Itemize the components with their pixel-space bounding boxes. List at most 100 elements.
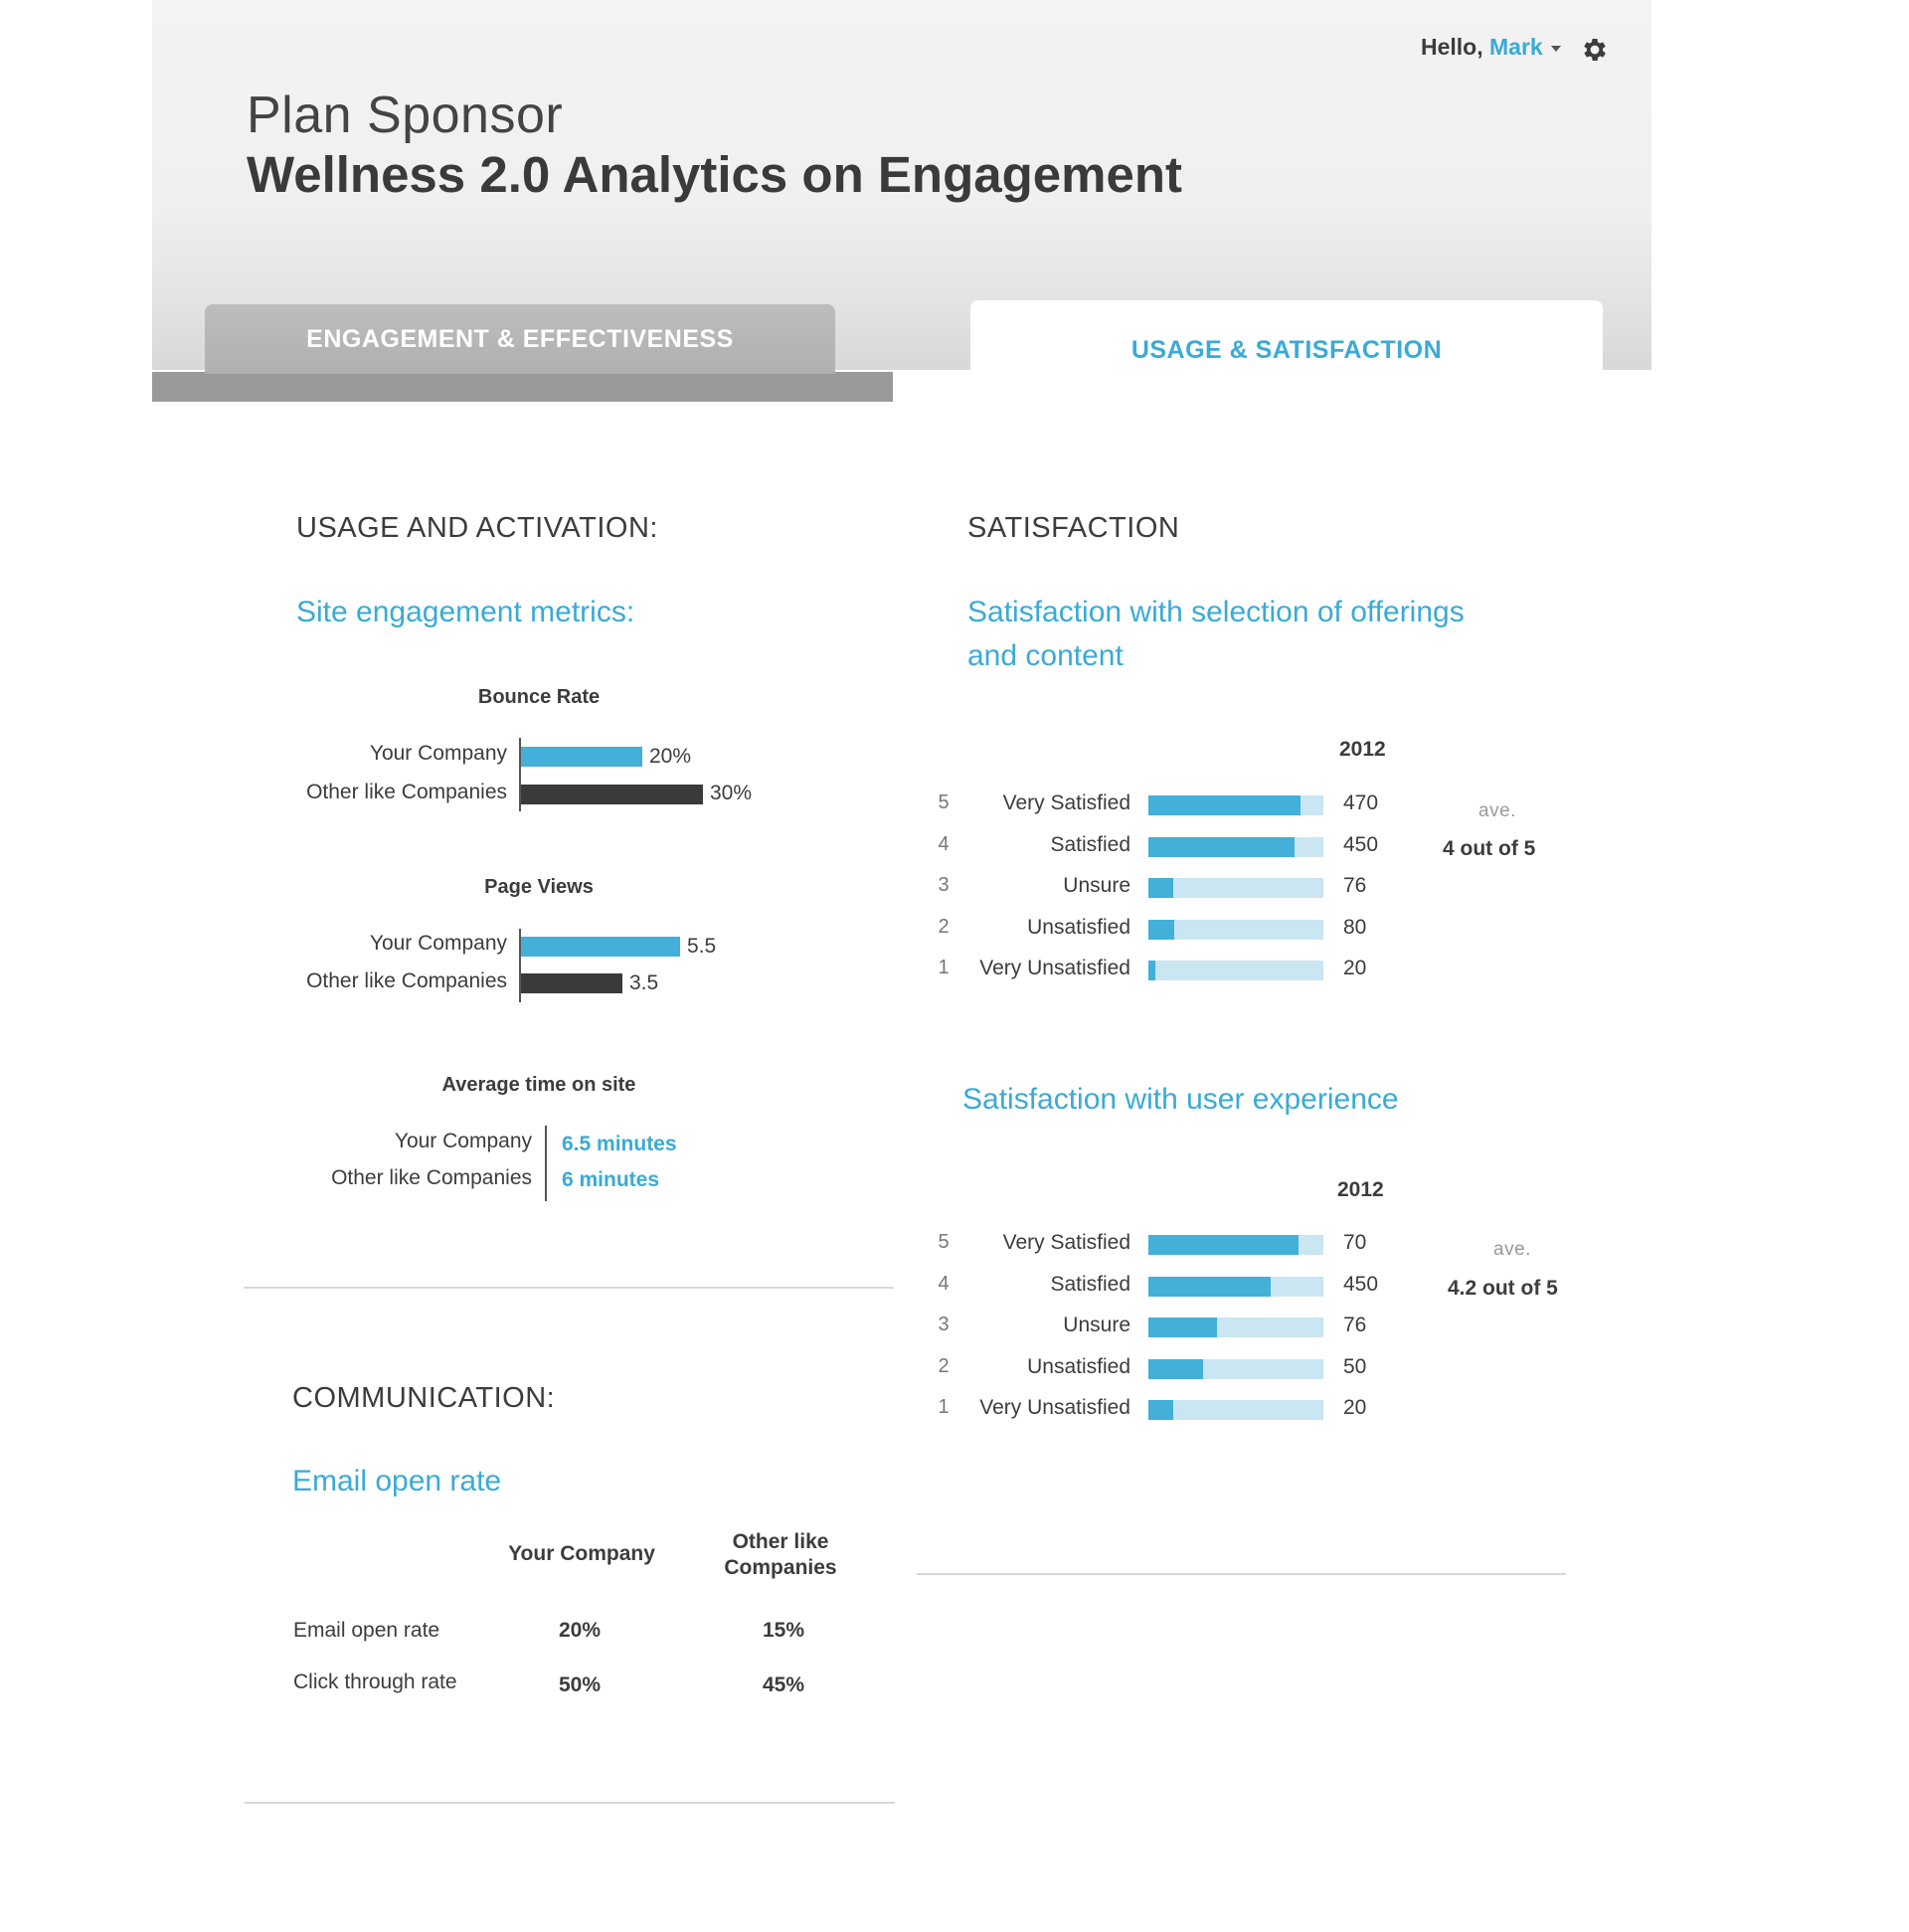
score-number: 4 [938, 832, 950, 855]
tab-label: ENGAGEMENT & EFFECTIVENESS [306, 324, 734, 353]
table-cell-your: 20% [558, 1619, 602, 1642]
page-views-value: 5.5 [687, 935, 717, 958]
tab-bar-shadow [152, 372, 893, 402]
rating-bar [1148, 836, 1295, 857]
rating-bar-track [1148, 961, 1323, 980]
avg-time-other-companies: 6 minutes [562, 1168, 660, 1191]
section-divider [244, 1287, 894, 1289]
rating-label: Very Satisfied [1002, 1231, 1130, 1254]
rating-count: 470 [1343, 791, 1379, 814]
rating-label: Unsatisfied [1027, 915, 1130, 939]
offerings-title-line: Satisfaction with selection of offerings [967, 596, 1465, 628]
rating-count: 20 [1343, 1396, 1367, 1419]
column-header-other-companies: Other like Companies [706, 1529, 855, 1581]
rating-bar [1148, 1235, 1299, 1255]
rating-count: 70 [1343, 1231, 1367, 1254]
rating-label: Unsure [1063, 1314, 1130, 1336]
rating-count: 80 [1343, 915, 1367, 939]
rating-count: 76 [1343, 874, 1367, 897]
offerings-ave-value: 4 out of 5 [1443, 837, 1536, 860]
page-views-value: 3.5 [629, 971, 659, 994]
bounce-rate-value: 20% [649, 745, 692, 768]
greeting-prefix: Hello, [1421, 34, 1490, 60]
avg-time-row-label: Your Company [394, 1130, 532, 1152]
axis-line [519, 738, 521, 811]
page-views-row-label: Other like Companies [306, 969, 507, 992]
offerings-title: Satisfaction with selection of offerings… [967, 591, 1465, 678]
offerings-year: 2012 [1339, 738, 1386, 761]
axis-line [519, 929, 521, 1002]
page-title: Wellness 2.0 Analytics on Engagement [247, 146, 1182, 203]
page-subtitle: Plan Sponsor [247, 87, 564, 144]
rating-bar [1148, 961, 1155, 980]
rating-label: Very Unsatisfied [979, 1396, 1130, 1419]
score-number: 1 [938, 1396, 950, 1418]
score-number: 1 [938, 957, 950, 978]
user-name[interactable]: Mark [1489, 34, 1543, 60]
table-row-label: Click through rate [293, 1670, 457, 1693]
score-number: 3 [938, 1314, 950, 1335]
section-divider [917, 1573, 1566, 1575]
rating-label: Unsatisfied [1027, 1354, 1130, 1378]
bounce-rate-bar-other-companies [521, 785, 703, 804]
rating-bar [1148, 1358, 1203, 1379]
rating-bar-track [1148, 1400, 1323, 1420]
bounce-rate-title: Bounce Rate [477, 686, 601, 708]
section-divider [245, 1802, 895, 1804]
user-experience-ave-value: 4.2 out of 5 [1448, 1277, 1558, 1300]
user-experience-ave-label: ave. [1493, 1239, 1531, 1260]
table-cell-other: 45% [762, 1673, 805, 1696]
table-cell-your: 50% [558, 1673, 602, 1696]
rating-label: Satisfied [1050, 832, 1130, 856]
page-views-row-label: Your Company [369, 932, 507, 955]
score-number: 2 [938, 1354, 950, 1377]
table-row-label: Email open rate [293, 1619, 440, 1642]
rating-bar [1148, 1276, 1271, 1297]
avg-time-title: Average time on site [441, 1074, 636, 1096]
column-header-line: Other like [732, 1530, 829, 1553]
score-number: 3 [938, 874, 950, 896]
rating-count: 450 [1343, 832, 1379, 856]
bounce-rate-value: 30% [710, 782, 753, 804]
user-menu[interactable]: Hello, Mark [1421, 34, 1561, 61]
bounce-rate-row-label: Your Company [369, 742, 507, 765]
offerings-title-line: and content [967, 639, 1124, 672]
rating-count: 76 [1343, 1314, 1367, 1336]
axis-line [545, 1126, 547, 1201]
chevron-down-icon[interactable] [1550, 45, 1561, 52]
satisfaction-heading: SATISFACTION [967, 512, 1180, 544]
tab-engagement-effectiveness[interactable]: ENGAGEMENT & EFFECTIVENESS [205, 304, 835, 374]
rating-count: 20 [1343, 957, 1367, 979]
avg-time-row-label: Other like Companies [331, 1166, 532, 1189]
offerings-ave-label: ave. [1478, 800, 1516, 821]
column-header-your-company: Your Company [508, 1542, 655, 1565]
rating-count: 450 [1343, 1272, 1379, 1296]
rating-label: Very Unsatisfied [979, 957, 1130, 979]
avg-time-your-company: 6.5 minutes [562, 1133, 677, 1155]
score-number: 2 [938, 915, 950, 938]
rating-label: Very Satisfied [1002, 791, 1130, 814]
bounce-rate-bar-your-company [521, 747, 642, 767]
gear-icon[interactable] [1580, 35, 1610, 65]
rating-bar [1148, 795, 1301, 815]
score-number: 4 [938, 1272, 950, 1295]
rating-bar [1148, 878, 1173, 898]
score-number: 5 [938, 1231, 950, 1253]
rating-label: Satisfied [1050, 1272, 1130, 1296]
rating-bar-track [1148, 878, 1323, 898]
user-experience-title: Satisfaction with user experience [962, 1083, 1399, 1116]
page-views-bar-your-company [521, 937, 680, 957]
user-experience-year: 2012 [1337, 1178, 1384, 1201]
tab-active-background [970, 300, 1603, 410]
rating-bar [1148, 919, 1174, 940]
tab-usage-satisfaction[interactable]: USAGE & SATISFACTION [970, 300, 1603, 400]
rating-label: Unsure [1063, 874, 1130, 897]
page-views-bar-other-companies [521, 973, 622, 993]
usage-heading: USAGE AND ACTIVATION: [296, 512, 658, 544]
score-number: 5 [938, 791, 950, 813]
rating-bar-track [1148, 919, 1323, 940]
rating-bar [1148, 1400, 1173, 1420]
site-engagement-heading: Site engagement metrics: [296, 596, 635, 628]
rating-bar [1148, 1317, 1217, 1337]
page-views-title: Page Views [484, 876, 594, 898]
